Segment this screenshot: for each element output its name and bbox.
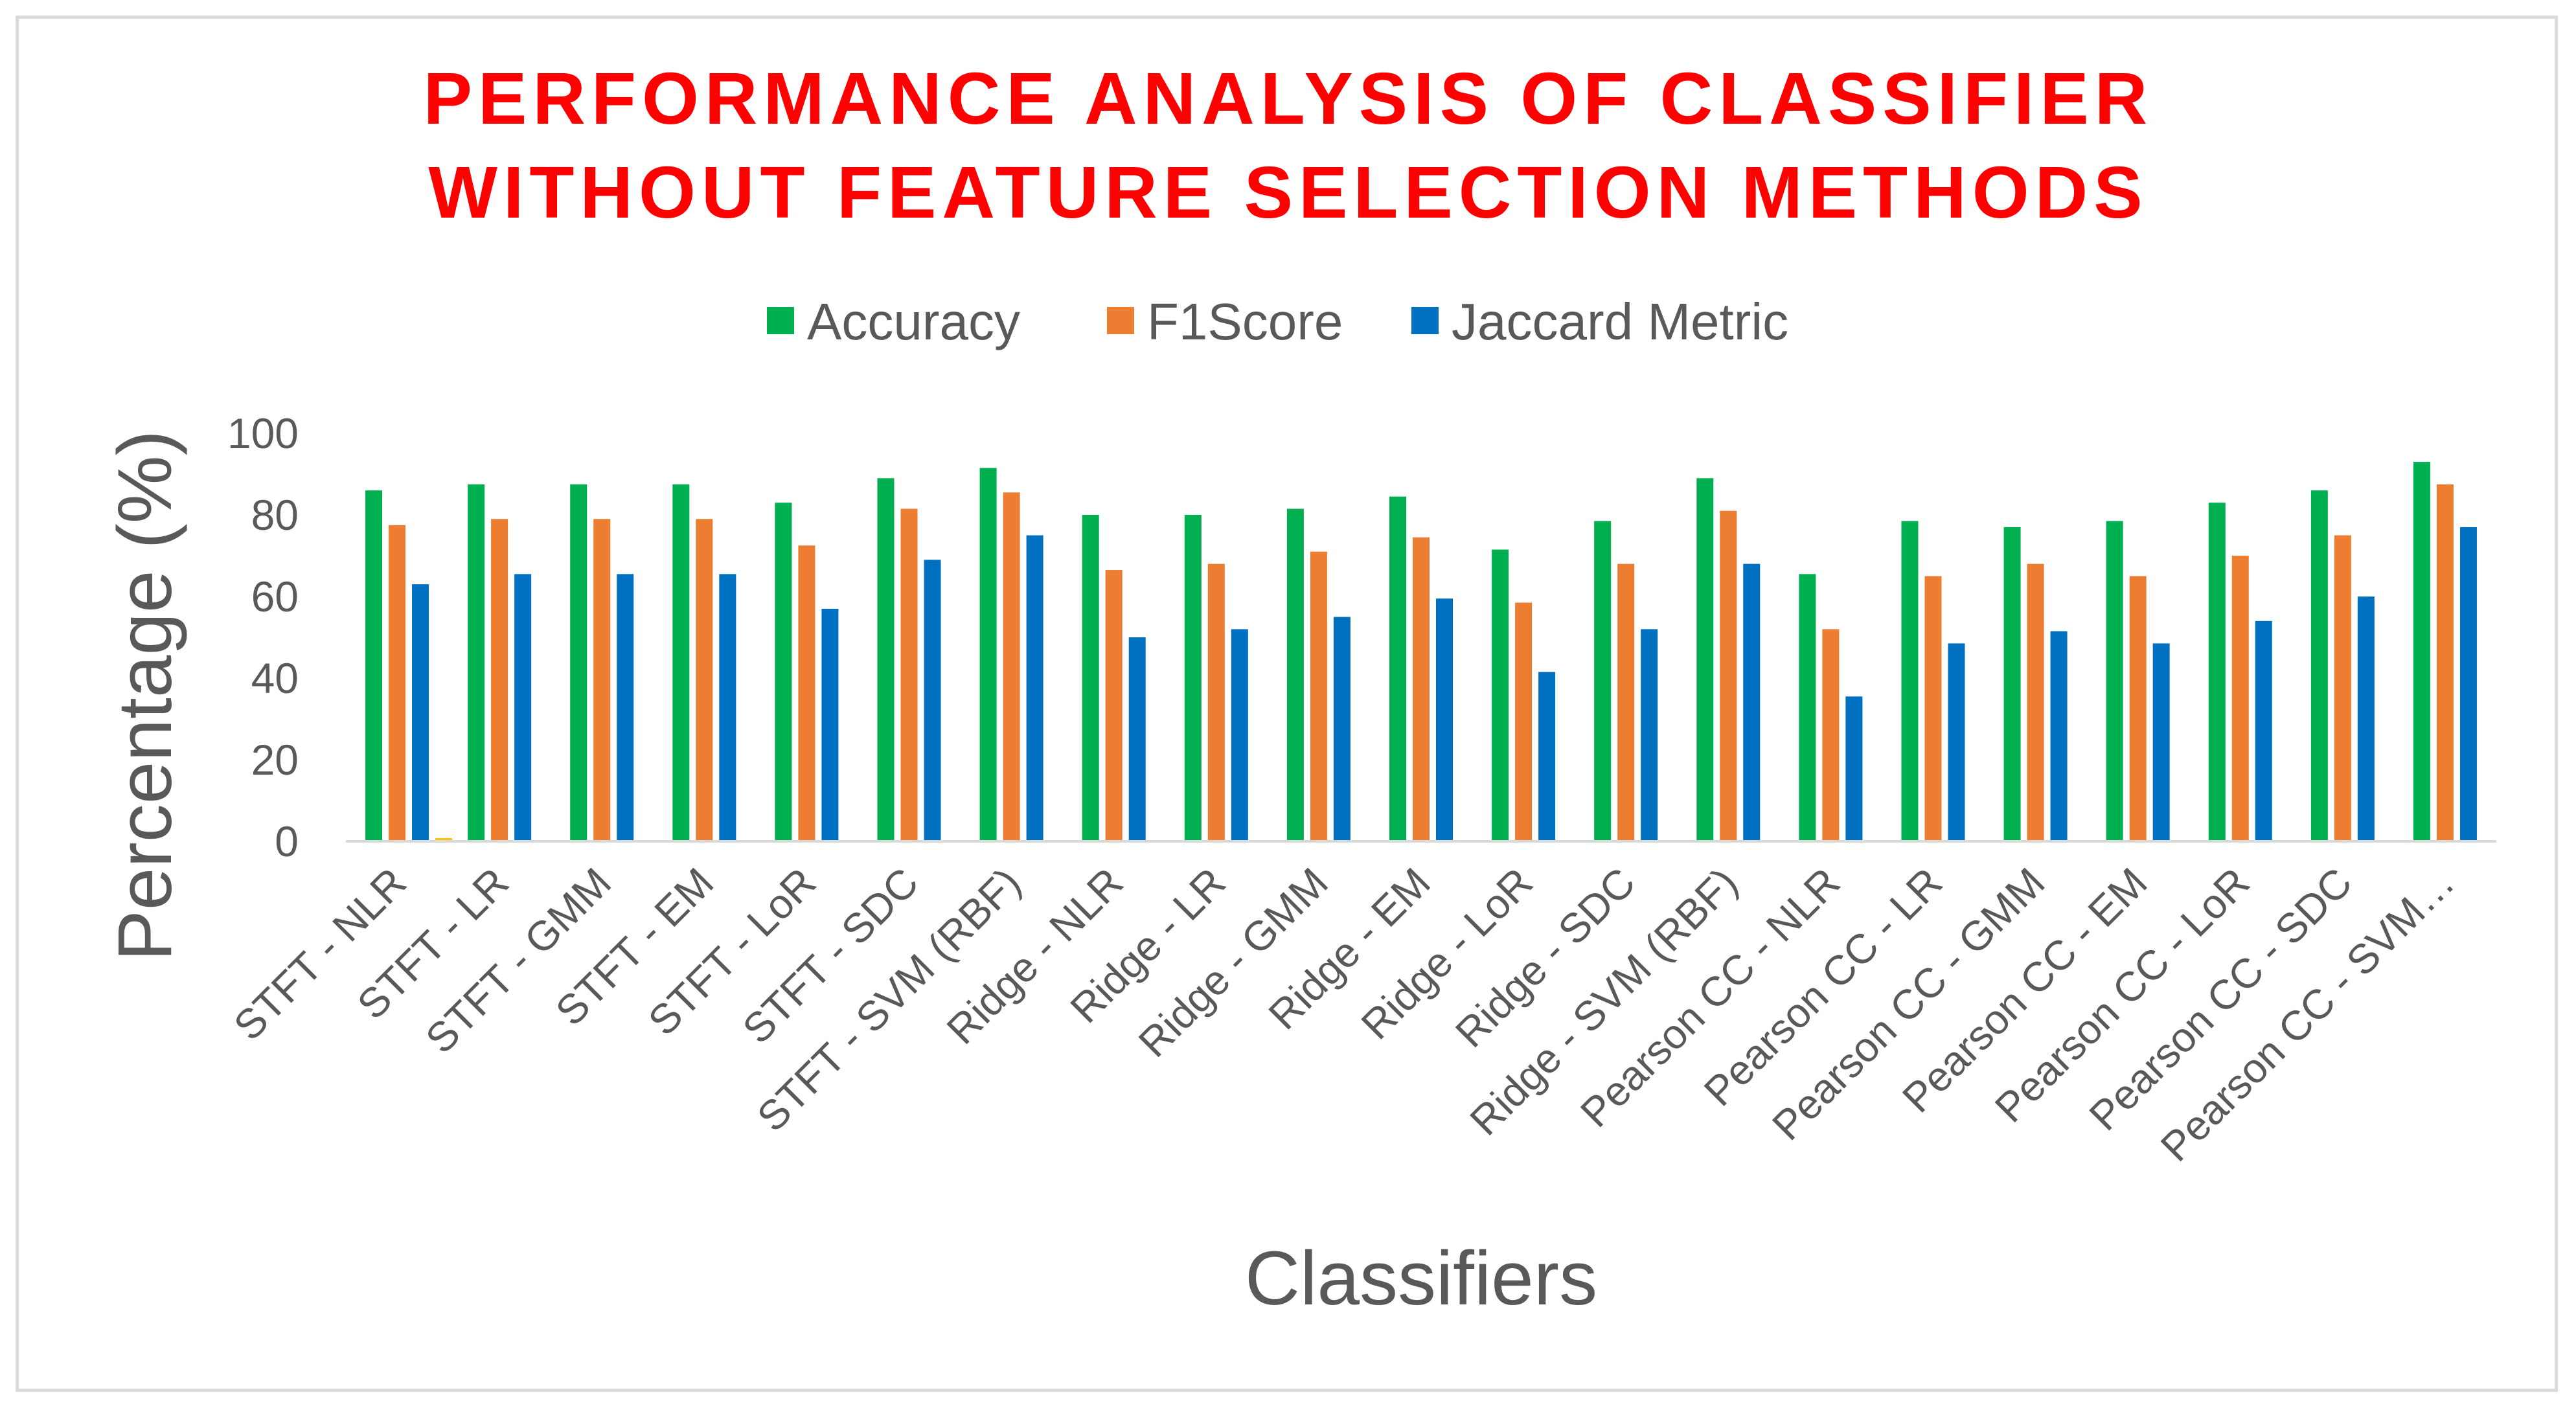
bar xyxy=(1003,492,1020,841)
bar xyxy=(2310,490,2328,841)
chart-frame: PERFORMANCE ANALYSIS OF CLASSIFIER WITHOU… xyxy=(16,16,2558,1392)
bar xyxy=(2436,484,2454,841)
bar xyxy=(617,574,634,841)
bar xyxy=(900,508,918,841)
bar xyxy=(1799,574,1816,841)
bar xyxy=(2003,527,2021,841)
bar xyxy=(924,560,941,841)
legend-label: Accuracy xyxy=(807,293,1020,350)
bar xyxy=(1105,570,1123,841)
bar xyxy=(1026,535,1043,841)
bar xyxy=(798,545,815,841)
y-tick-label: 60 xyxy=(251,573,299,620)
bar xyxy=(1184,515,1202,841)
bar xyxy=(1822,629,1840,841)
bar xyxy=(1594,521,1612,841)
chart-title: PERFORMANCE ANALYSIS OF CLASSIFIER WITHOU… xyxy=(424,58,2154,233)
bar xyxy=(2152,643,2170,841)
bar xyxy=(2208,503,2226,841)
legend-swatch xyxy=(1107,307,1134,334)
bar xyxy=(2459,527,2477,841)
bar xyxy=(514,574,532,841)
bar xyxy=(389,525,406,841)
bar xyxy=(1924,576,1942,841)
chart-title-line: PERFORMANCE ANALYSIS OF CLASSIFIER xyxy=(424,58,2154,139)
bar xyxy=(1641,629,1658,841)
bar xyxy=(1845,696,1863,841)
bars xyxy=(365,462,2477,841)
bar xyxy=(821,608,839,841)
bar xyxy=(491,519,508,841)
bar xyxy=(719,574,736,841)
bar xyxy=(2106,521,2123,841)
legend-swatch xyxy=(1411,307,1439,334)
bar xyxy=(696,519,713,841)
bar xyxy=(1333,617,1351,841)
bar xyxy=(1082,515,1099,841)
y-tick-label: 80 xyxy=(251,491,299,539)
bar xyxy=(2129,576,2147,841)
bar xyxy=(2255,620,2272,841)
bar xyxy=(1286,508,1304,841)
bar xyxy=(1310,551,1327,841)
bar xyxy=(1492,549,1509,841)
bar xyxy=(2050,631,2068,841)
legend-label: Jaccard Metric xyxy=(1452,293,1788,350)
y-tick-label: 0 xyxy=(275,817,299,865)
bar xyxy=(365,490,383,841)
bar xyxy=(1617,563,1635,841)
bar xyxy=(1436,598,1453,841)
bar xyxy=(412,584,429,841)
bar xyxy=(593,519,611,841)
bar xyxy=(1413,537,1430,841)
bar xyxy=(468,484,485,841)
legend: Accuracy F1Score Jaccard Metric xyxy=(767,293,1788,350)
bar xyxy=(1901,521,1919,841)
chart-title-line: WITHOUT FEATURE SELECTION METHODS xyxy=(428,152,2148,233)
bar xyxy=(672,484,690,841)
bar xyxy=(2413,462,2430,841)
bar xyxy=(1538,672,1556,841)
bar xyxy=(877,478,895,841)
bar xyxy=(979,468,997,841)
bar xyxy=(1948,643,1965,841)
bar xyxy=(1128,637,1146,841)
bar xyxy=(2027,563,2044,841)
bar-extra xyxy=(435,837,453,841)
bar xyxy=(2334,535,2351,841)
bar xyxy=(1743,563,1761,841)
bar xyxy=(1231,629,1248,841)
y-tick-label: 100 xyxy=(227,409,299,457)
bar xyxy=(1207,563,1225,841)
bar xyxy=(1696,478,1714,841)
y-tick-label: 20 xyxy=(251,736,299,784)
x-axis-title: Classifiers xyxy=(1245,1236,1597,1321)
bar xyxy=(775,503,792,841)
chart-svg: PERFORMANCE ANALYSIS OF CLASSIFIER WITHOU… xyxy=(102,58,2496,1321)
bar xyxy=(570,484,587,841)
y-tick-label: 40 xyxy=(251,654,299,702)
y-axis-title: Percentage (%) xyxy=(102,430,188,961)
bar xyxy=(1389,496,1406,841)
bar xyxy=(2357,597,2375,841)
legend-swatch xyxy=(767,307,794,334)
legend-label: F1Score xyxy=(1147,293,1343,350)
y-axis: 0 20 40 60 80 100 xyxy=(227,409,299,865)
bar xyxy=(1515,602,1533,841)
bar xyxy=(2231,556,2249,841)
bar xyxy=(1720,510,1737,841)
